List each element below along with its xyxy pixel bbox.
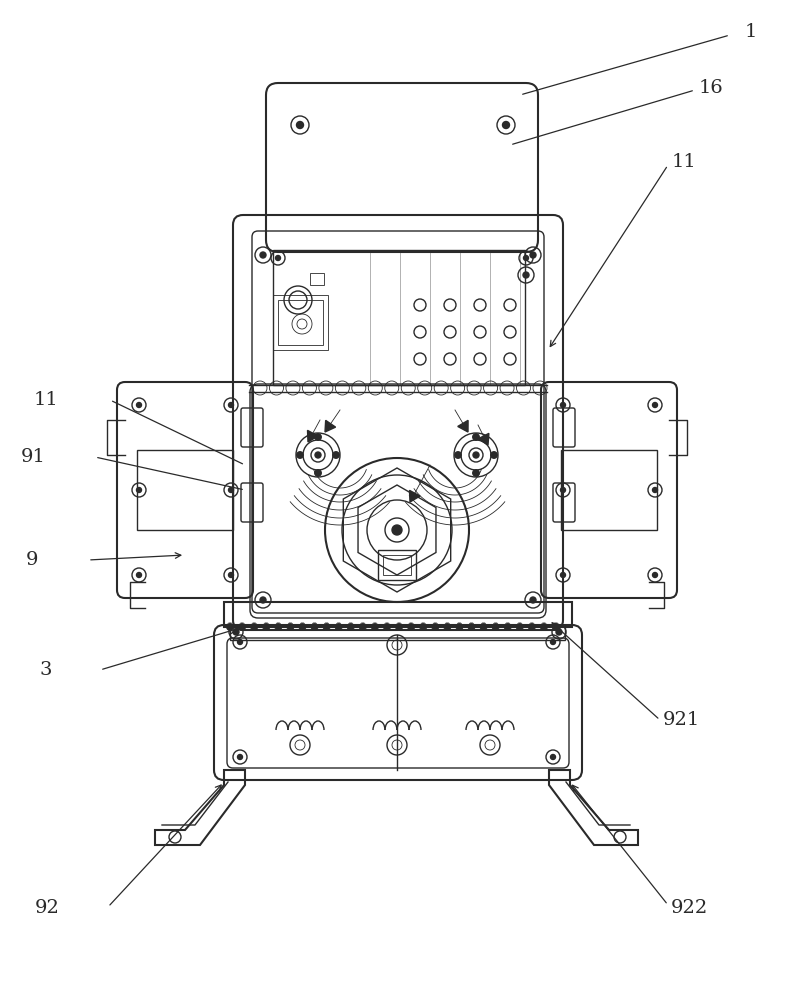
Circle shape (137, 402, 141, 408)
Circle shape (392, 525, 402, 535)
Circle shape (653, 488, 657, 492)
Circle shape (229, 572, 233, 578)
Circle shape (541, 624, 547, 631)
Circle shape (347, 624, 354, 631)
Circle shape (492, 624, 499, 631)
Circle shape (229, 488, 233, 492)
Bar (273, 250, 525, 385)
Text: 11: 11 (672, 153, 697, 171)
Circle shape (233, 629, 239, 635)
Circle shape (523, 255, 529, 260)
Text: 3: 3 (40, 661, 52, 679)
Bar (310, 273, 324, 285)
Text: 1: 1 (744, 23, 757, 41)
Text: 91: 91 (21, 448, 46, 466)
Circle shape (314, 434, 322, 440)
Circle shape (384, 624, 391, 631)
Polygon shape (458, 420, 468, 432)
Text: 922: 922 (671, 899, 707, 917)
Circle shape (237, 640, 242, 645)
Circle shape (137, 572, 141, 578)
Text: 921: 921 (663, 711, 700, 729)
Polygon shape (478, 433, 489, 445)
Circle shape (395, 624, 403, 631)
Text: 16: 16 (698, 79, 723, 97)
Circle shape (260, 252, 266, 258)
Polygon shape (410, 490, 420, 502)
Bar (137, 450, 233, 530)
Circle shape (473, 452, 479, 458)
Circle shape (472, 434, 480, 440)
Circle shape (137, 488, 141, 492)
Circle shape (275, 624, 282, 631)
Circle shape (528, 624, 535, 631)
Bar (273, 295, 328, 350)
Circle shape (407, 624, 414, 631)
Bar (561, 450, 657, 530)
Circle shape (360, 624, 366, 631)
Bar (278, 300, 323, 345)
Text: 11: 11 (33, 391, 59, 409)
Circle shape (491, 452, 498, 458)
Circle shape (561, 572, 565, 578)
Polygon shape (325, 420, 336, 432)
Bar (230, 625, 565, 640)
Circle shape (263, 624, 270, 631)
Circle shape (480, 624, 487, 631)
Circle shape (561, 402, 565, 408)
Circle shape (456, 624, 463, 631)
Bar (224, 602, 572, 627)
Circle shape (516, 624, 523, 631)
Circle shape (260, 597, 266, 603)
Circle shape (472, 470, 480, 477)
Circle shape (420, 624, 426, 631)
Text: 9: 9 (25, 551, 38, 569)
Circle shape (315, 452, 321, 458)
Circle shape (296, 452, 303, 458)
Circle shape (335, 624, 342, 631)
Circle shape (226, 624, 233, 631)
Circle shape (229, 402, 233, 408)
Bar (383, 555, 411, 575)
Polygon shape (307, 430, 318, 442)
Circle shape (561, 488, 565, 492)
Circle shape (468, 624, 475, 631)
Circle shape (323, 624, 330, 631)
Circle shape (276, 255, 280, 260)
Circle shape (311, 624, 318, 631)
Circle shape (504, 624, 511, 631)
Circle shape (333, 452, 340, 458)
Circle shape (444, 624, 451, 631)
Circle shape (653, 572, 657, 578)
Circle shape (550, 754, 556, 760)
Circle shape (299, 624, 306, 631)
Circle shape (503, 121, 510, 128)
Circle shape (296, 121, 303, 128)
Circle shape (287, 624, 294, 631)
Circle shape (530, 252, 536, 258)
Circle shape (556, 629, 562, 635)
Circle shape (653, 402, 657, 408)
Circle shape (553, 624, 560, 631)
Circle shape (238, 624, 245, 631)
Circle shape (530, 597, 536, 603)
Circle shape (550, 640, 556, 645)
Circle shape (314, 470, 322, 477)
Circle shape (523, 272, 529, 278)
Text: 92: 92 (35, 899, 60, 917)
Circle shape (432, 624, 439, 631)
Circle shape (251, 624, 257, 631)
Circle shape (454, 452, 461, 458)
Circle shape (237, 754, 242, 760)
Circle shape (372, 624, 379, 631)
Bar (378, 550, 416, 580)
